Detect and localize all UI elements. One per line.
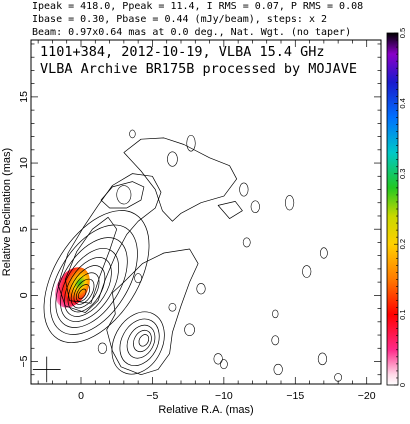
x-tick-label: −20 xyxy=(358,390,376,402)
noise-contour xyxy=(250,200,260,213)
header-line-1: Ipeak = 418.0, Ppeak = 11.4, I RMS = 0.0… xyxy=(32,1,363,12)
y-axis-label: Relative Declination (mas) xyxy=(1,148,13,276)
noise-contour xyxy=(219,359,228,370)
x-tick-label: −5 xyxy=(146,390,158,402)
noise-contour xyxy=(186,134,196,152)
noise-contour xyxy=(271,335,280,346)
component-contour xyxy=(133,329,152,353)
noise-contour xyxy=(334,373,343,382)
component-outer-contour xyxy=(106,248,199,376)
colorbar-tick-label: 0 xyxy=(398,383,407,387)
core-contour xyxy=(43,210,150,343)
header-line-2: Ibase = 0.30, Pbase = 0.44 (mJy/beam), s… xyxy=(32,14,327,25)
jet-edge-contour xyxy=(217,201,243,219)
x-tick-label: 0 xyxy=(78,390,84,402)
noise-contour xyxy=(134,273,143,284)
noise-contour xyxy=(317,352,328,366)
colorbar-tick-label: 0.5 xyxy=(398,28,407,38)
y-tick-label: 5 xyxy=(18,226,30,232)
plot-frame xyxy=(30,39,382,385)
noise-contour xyxy=(167,151,178,167)
core-contour xyxy=(73,278,95,305)
noise-contour xyxy=(213,353,223,365)
core-contour xyxy=(60,248,119,322)
core-contour xyxy=(55,237,128,328)
component-contour xyxy=(111,311,165,375)
colorbar-tick-label: 0.2 xyxy=(398,239,407,249)
noise-contour xyxy=(319,247,328,259)
noise-contour xyxy=(168,302,177,312)
polarization-fill xyxy=(55,267,90,308)
y-tick-label: 10 xyxy=(18,157,30,169)
colorbar-tick-label: 0.1 xyxy=(398,309,407,319)
x-tick-label: −15 xyxy=(286,390,304,402)
jet-inner-contour xyxy=(64,216,118,304)
component-contour xyxy=(119,318,160,366)
core-contour xyxy=(49,224,138,335)
colorbar-tick-label: 0.4 xyxy=(398,98,407,108)
noise-contour xyxy=(273,363,283,376)
knot-contour xyxy=(100,181,145,209)
x-axis-label: Relative R.A. (mas) xyxy=(158,404,253,416)
core-contour xyxy=(77,288,87,300)
noise-contour xyxy=(284,195,295,211)
y-tick-label: −5 xyxy=(18,355,30,367)
jet-halo-contour xyxy=(123,137,238,222)
header-line-3: Beam: 0.97x0.64 mas at 0.0 deg., Nat. Wg… xyxy=(32,27,351,38)
axes: 0 −5 −10 −15 −20 −5 0 5 10 15 xyxy=(18,40,382,402)
noise-contour xyxy=(239,182,249,197)
core-contour xyxy=(75,284,91,302)
noise-contour xyxy=(129,129,136,139)
y-tick-label: 0 xyxy=(18,292,30,298)
y-tick-label: 15 xyxy=(18,91,30,103)
core-contour xyxy=(70,272,100,309)
jet-outer-contour xyxy=(57,173,162,313)
noise-contour xyxy=(302,265,312,278)
component-contour xyxy=(126,324,156,359)
noise-contour xyxy=(116,185,132,205)
colorbar-tick-label: 0.3 xyxy=(398,169,407,179)
colorbar-ticks: 0 0.1 0.2 0.3 0.4 0.5 xyxy=(394,28,407,387)
chart-title: 1101+384, 2012-10-19, VLBA 15.4 GHz xyxy=(40,44,324,60)
x-tick-label: −10 xyxy=(215,390,233,402)
noise-contour xyxy=(272,309,279,319)
noise-contour xyxy=(242,237,251,248)
plot-area xyxy=(32,129,343,383)
chart-subtitle: VLBA Archive BR175B processed by MOJAVE xyxy=(40,61,357,77)
noise-contour xyxy=(97,342,108,354)
core-contour xyxy=(64,257,112,317)
core-contour xyxy=(67,265,106,313)
noise-contour xyxy=(196,283,206,295)
component-contour xyxy=(138,334,150,347)
noise-contour xyxy=(184,323,195,337)
